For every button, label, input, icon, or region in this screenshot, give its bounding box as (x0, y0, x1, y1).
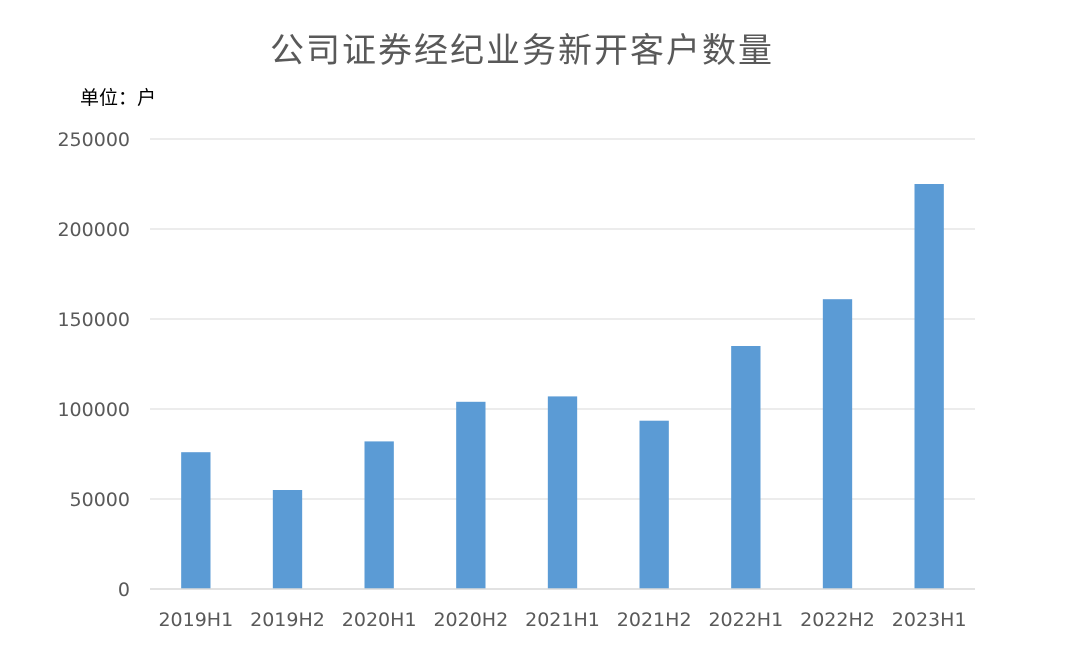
bar (822, 299, 853, 589)
y-tick-label: 200000 (57, 219, 130, 241)
y-axis-ticks: 0 50000 100000 150000 200000 250000 (57, 129, 130, 601)
chart-title: 公司证券经纪业务新开客户数量 (270, 31, 774, 71)
bar (547, 396, 578, 589)
y-tick-label: 50000 (70, 489, 130, 511)
bars (181, 184, 944, 589)
x-tick-label: 2020H1 (342, 609, 417, 631)
bar (272, 490, 303, 589)
y-tick-label: 0 (118, 579, 130, 601)
x-tick-label: 2023H1 (892, 609, 967, 631)
x-tick-label: 2022H2 (800, 609, 875, 631)
x-tick-label: 2019H2 (250, 609, 325, 631)
x-tick-label: 2019H1 (158, 609, 233, 631)
bar (181, 452, 211, 589)
y-tick-label: 150000 (57, 309, 130, 331)
x-tick-label: 2021H1 (525, 609, 600, 631)
x-tick-label: 2022H1 (708, 609, 783, 631)
y-tick-label: 250000 (57, 129, 130, 151)
bar (456, 401, 486, 589)
x-tick-label: 2020H2 (433, 609, 508, 631)
x-tick-label: 2021H2 (617, 609, 692, 631)
bar (364, 441, 394, 589)
y-tick-label: 100000 (57, 399, 130, 421)
unit-label: 单位：户 (80, 87, 156, 109)
bar (914, 184, 944, 589)
bar (639, 420, 669, 589)
bar (731, 346, 761, 589)
x-axis-ticks: 2019H1 2019H2 2020H1 2020H2 2021H1 2021H2 2022… (158, 609, 966, 631)
